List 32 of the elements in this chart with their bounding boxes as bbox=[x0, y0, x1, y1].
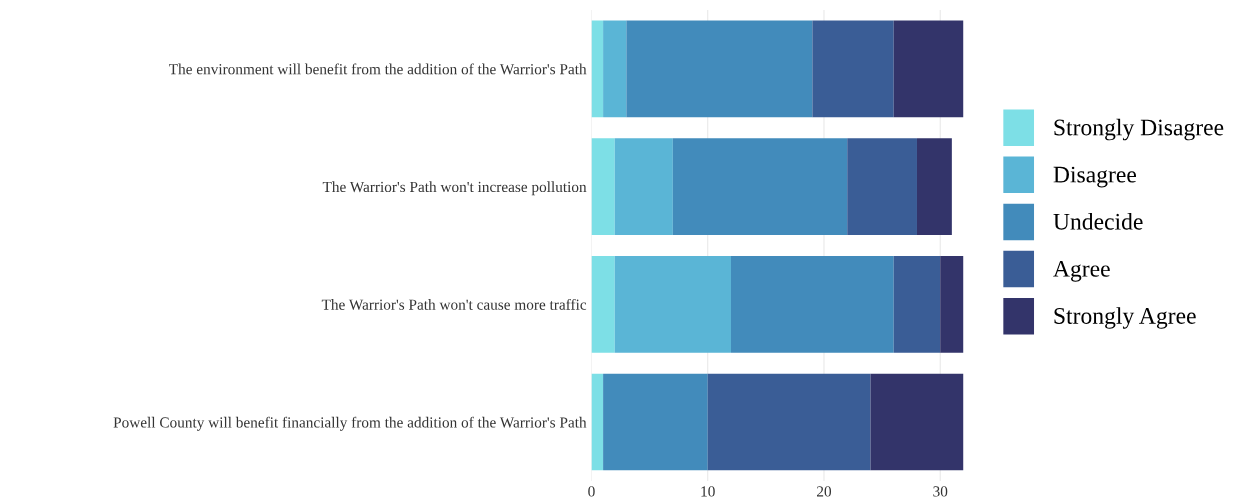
bar bbox=[893, 20, 964, 118]
legend-label: Agree bbox=[1053, 260, 1110, 282]
bar bbox=[591, 138, 615, 235]
bar bbox=[870, 373, 964, 471]
x-tick-label: 30 bbox=[933, 486, 948, 497]
x-tick-label: 0 bbox=[588, 486, 595, 497]
bar bbox=[614, 256, 731, 353]
x-tick-label: 20 bbox=[817, 486, 832, 497]
bar bbox=[812, 20, 894, 118]
bar bbox=[847, 138, 917, 235]
bar bbox=[626, 20, 813, 118]
bar bbox=[603, 20, 627, 118]
y-tick-label: The Warrior's Path won't increase pollution bbox=[322, 181, 587, 196]
bar bbox=[893, 256, 941, 353]
legend-label: Strongly Agree bbox=[1054, 307, 1196, 329]
y-tick-label: The environment will benefit from the addition of the Warrior's Path bbox=[169, 63, 587, 75]
bar bbox=[614, 138, 673, 235]
bar bbox=[591, 20, 604, 118]
bar bbox=[730, 256, 894, 353]
bar bbox=[940, 256, 964, 353]
legend-label: Disagree bbox=[1053, 166, 1136, 188]
y-tick-label: The Warrior's Path won't cause more traffic bbox=[321, 298, 587, 310]
bar bbox=[707, 373, 871, 471]
bar bbox=[672, 138, 848, 235]
y-tick-label: Powell County will benefit financially from the addition of the Warrior's Path bbox=[113, 416, 587, 431]
bar bbox=[591, 256, 615, 353]
x-tick-label: 10 bbox=[701, 486, 715, 497]
legend-label: Strongly Disagree bbox=[1054, 118, 1224, 141]
bar bbox=[603, 373, 708, 471]
bar bbox=[591, 373, 604, 471]
legend-label: Undecide bbox=[1053, 213, 1143, 230]
bar bbox=[916, 138, 952, 235]
